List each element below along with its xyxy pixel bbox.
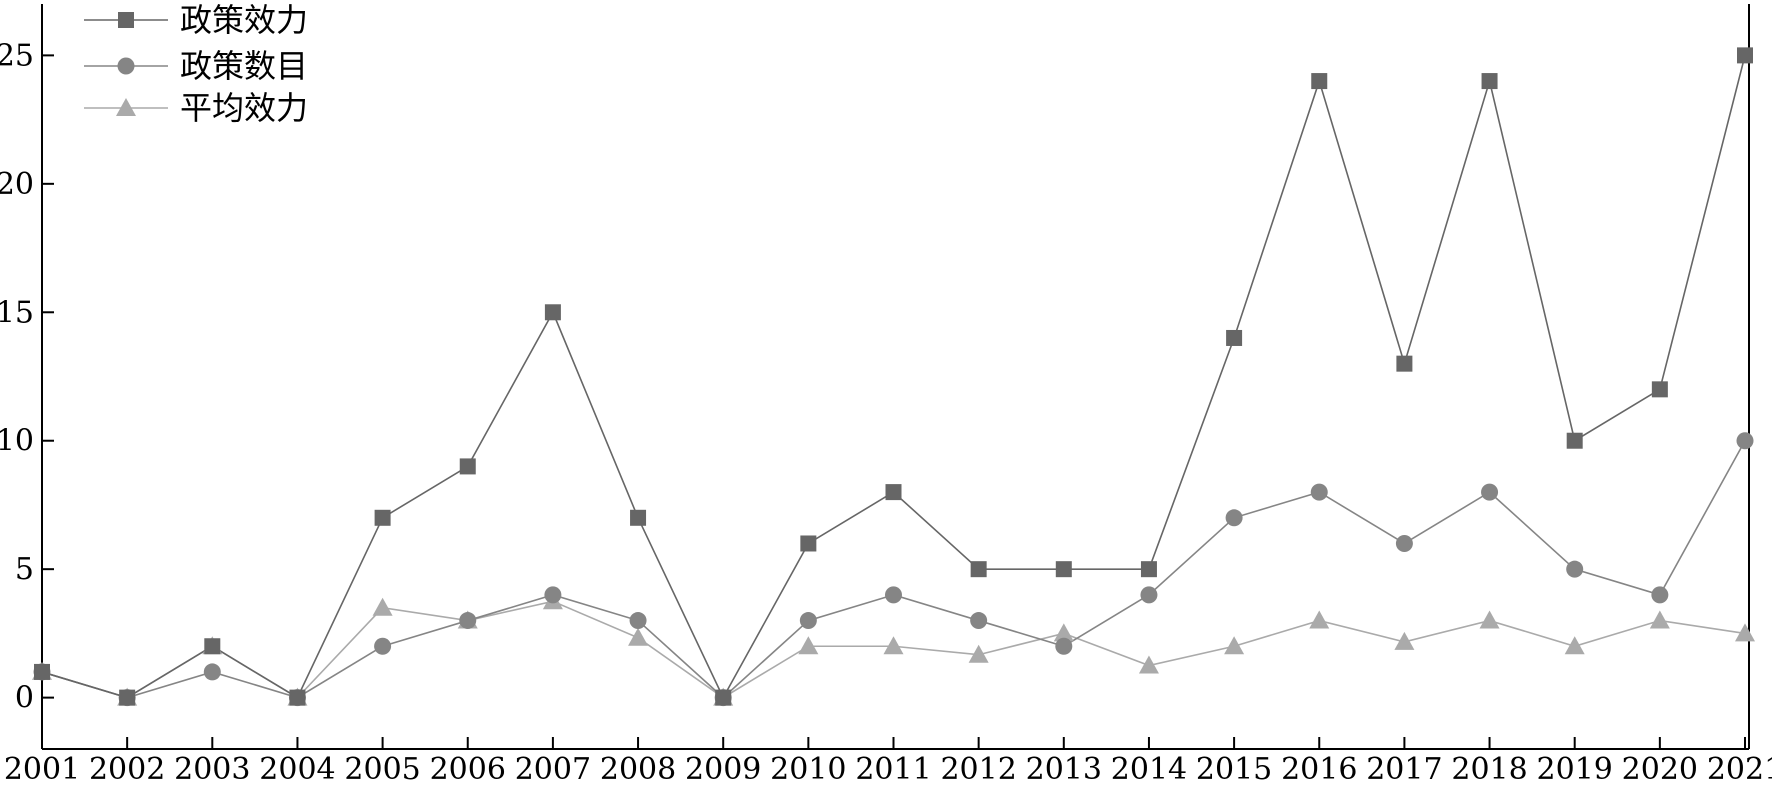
y-tick-label: 10 <box>0 424 34 459</box>
data-point-triangle <box>372 597 393 616</box>
data-point-square <box>1481 73 1498 90</box>
legend-marker-triangle <box>116 98 136 116</box>
x-tick-label: 2021 <box>1707 752 1772 786</box>
data-point-triangle <box>798 636 819 655</box>
x-tick-label: 2016 <box>1281 752 1357 786</box>
data-point-circle <box>1140 586 1158 604</box>
x-tick-label: 2002 <box>89 752 165 786</box>
x-tick-label: 2011 <box>855 752 931 786</box>
x-tick-label: 2017 <box>1366 752 1442 786</box>
legend-label: 政策效力 <box>180 1 308 39</box>
data-point-circle <box>885 586 902 604</box>
legend-marker-circle <box>117 57 135 75</box>
data-point-triangle <box>1479 610 1500 629</box>
data-point-square <box>544 304 561 321</box>
data-point-square <box>1311 73 1328 90</box>
data-point-circle <box>544 586 562 604</box>
data-point-square <box>1566 432 1583 449</box>
x-tick-label: 2012 <box>940 752 1016 786</box>
x-tick-label: 2001 <box>4 752 80 786</box>
y-tick-label: 5 <box>15 552 34 587</box>
data-point-triangle <box>1138 655 1159 674</box>
data-point-circle <box>459 612 477 630</box>
data-point-circle <box>629 612 647 630</box>
x-tick-label: 2008 <box>600 752 676 786</box>
x-tick-label: 2018 <box>1451 752 1527 786</box>
x-tick-label: 2003 <box>174 752 250 786</box>
series-line-2 <box>41 440 1746 699</box>
data-point-triangle <box>1053 623 1074 642</box>
x-tick-label: 2020 <box>1622 752 1698 786</box>
axes <box>41 4 1750 750</box>
data-point-square <box>1737 47 1753 64</box>
x-tick-label: 2007 <box>515 752 591 786</box>
series-markers <box>32 47 1755 707</box>
data-point-square <box>204 638 221 655</box>
data-point-circle <box>1651 586 1669 604</box>
y-tick-label: 0 <box>15 681 34 716</box>
data-point-circle <box>970 612 988 630</box>
data-point-triangle <box>628 627 649 646</box>
data-point-circle <box>1055 637 1073 655</box>
y-tick-label: 20 <box>0 167 34 202</box>
y-tick-label: 15 <box>0 295 34 330</box>
data-point-square <box>374 509 391 526</box>
data-point-triangle <box>1649 610 1670 629</box>
data-point-square <box>970 561 987 578</box>
data-point-square <box>1055 561 1072 578</box>
x-tick-label: 2006 <box>430 752 506 786</box>
data-point-square <box>34 663 50 680</box>
data-point-square <box>289 689 306 706</box>
legend-label: 政策数目 <box>180 47 308 85</box>
data-point-circle <box>1481 483 1499 501</box>
x-tick-label: 2015 <box>1196 752 1272 786</box>
data-point-square <box>1396 355 1413 372</box>
data-point-circle <box>203 663 221 681</box>
data-point-circle <box>1310 483 1328 501</box>
x-tick-label: 2009 <box>685 752 761 786</box>
data-point-circle <box>1395 534 1413 552</box>
data-point-triangle <box>1309 610 1330 629</box>
legend-marker-square <box>118 12 134 28</box>
data-point-square <box>1226 329 1243 346</box>
data-point-circle <box>1225 509 1243 527</box>
x-tick-label: 2013 <box>1026 752 1102 786</box>
data-point-circle <box>374 637 392 655</box>
axis-ticks: 0 5 10 15 20 25 2001 2002 2003 2004 2005 2006 2007 20… <box>0 38 1772 786</box>
data-point-triangle <box>968 644 989 663</box>
data-point-square <box>715 689 732 706</box>
data-point-square <box>459 458 476 475</box>
x-tick-label: 2019 <box>1537 752 1613 786</box>
data-point-square <box>630 509 647 526</box>
data-point-circle <box>1736 432 1754 450</box>
y-tick-label: 25 <box>0 38 34 73</box>
data-point-square <box>1140 561 1157 578</box>
data-point-circle <box>1566 560 1584 578</box>
data-point-square <box>885 484 902 501</box>
data-point-triangle <box>883 636 904 655</box>
x-tick-label: 2005 <box>344 752 420 786</box>
data-point-circle <box>799 612 817 630</box>
x-tick-label: 2010 <box>770 752 846 786</box>
data-point-triangle <box>1564 636 1585 655</box>
data-point-square <box>1651 381 1668 398</box>
data-point-triangle <box>1394 631 1415 650</box>
data-point-square <box>800 535 817 552</box>
data-point-triangle <box>1224 636 1245 655</box>
data-point-square <box>119 689 136 706</box>
x-tick-label: 2004 <box>259 752 335 786</box>
x-tick-label: 2014 <box>1111 752 1187 786</box>
legend-label: 平均效力 <box>180 89 308 127</box>
data-point-triangle <box>1735 623 1755 642</box>
